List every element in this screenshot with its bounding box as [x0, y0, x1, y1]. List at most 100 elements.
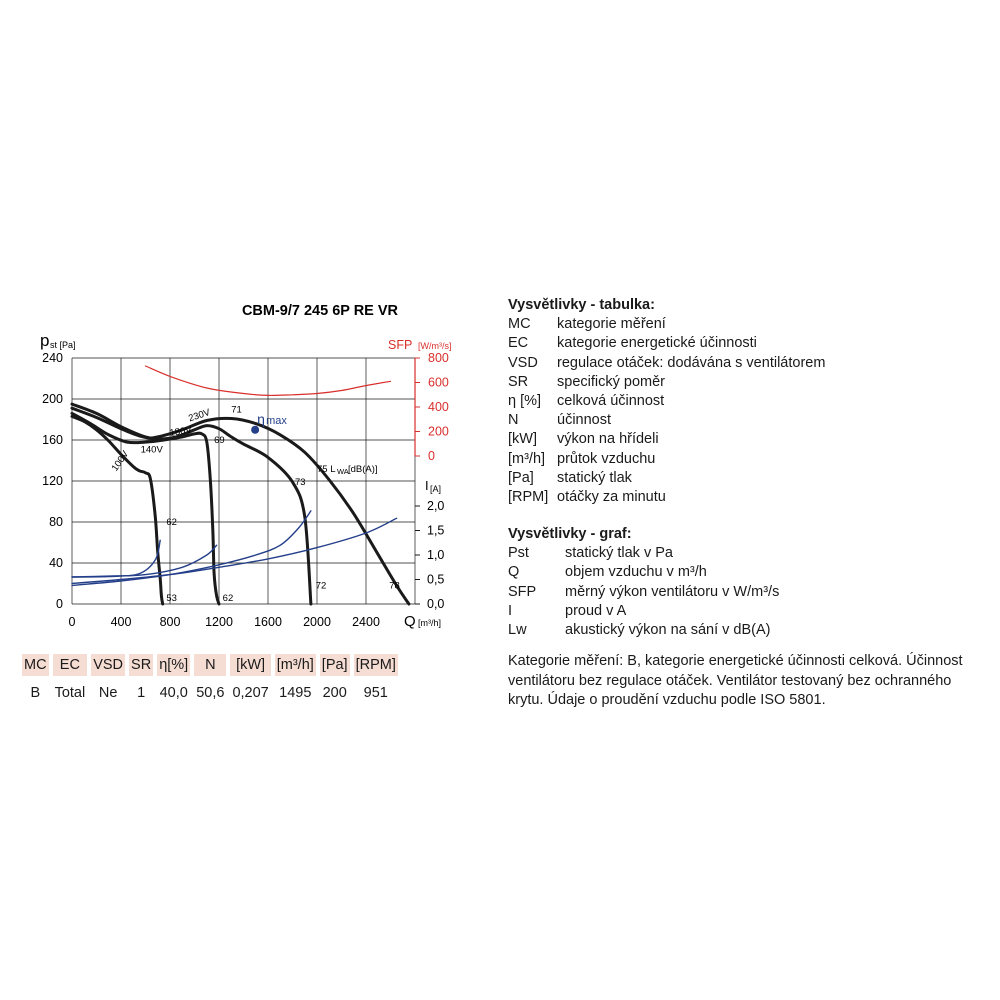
axis-labels: 0 400 800 1200 1600 2000 240004080120160200240…: [40, 331, 452, 630]
eta-max-subscript: max: [266, 415, 287, 427]
curves: [70, 365, 411, 606]
legend-row: Lw akustický výkon na sání v dB(A): [508, 621, 779, 640]
sfp-axis-unit: [W/m³/s]: [418, 341, 452, 351]
curve-annotation: 78: [389, 581, 400, 592]
sfp-tick-label: 200: [428, 425, 449, 439]
legend-row: η [%] celková účinnost: [508, 392, 825, 411]
legend-value: statický tlak v Pa: [565, 545, 673, 562]
y-axis-unit: st [Pa]: [50, 340, 76, 350]
series-230v: [70, 402, 411, 606]
legend-value: měrný výkon ventilátoru v W/m³/s: [565, 583, 780, 600]
curve-annotation: 62: [223, 593, 234, 604]
current-tick-label: 1,0: [427, 548, 444, 562]
legend-graph-title: Vysvětlivky - graf:: [508, 526, 632, 542]
lwa-unit: [dB(A)]: [348, 464, 378, 475]
legend-row: [Pa] statický tlak: [508, 469, 825, 488]
spec-table-header: MC EC VSD SR η[%] N [kW] [m³/h] [Pa] [RPM]: [22, 654, 398, 676]
series-sfp: [144, 365, 392, 397]
lwa-subscript: WA: [337, 467, 349, 476]
legend-row: Pst statický tlak v Pa: [508, 544, 779, 563]
x-tick-label: 2400: [352, 615, 380, 629]
x-tick-label: 400: [111, 615, 132, 629]
curve-annotation: 53: [166, 593, 177, 604]
legend-row: EC kategorie energetické účinnosti: [508, 334, 825, 353]
spec-value-cell: 0,207: [232, 685, 269, 701]
current-axis-title: I: [425, 478, 429, 493]
eta-max-label: η: [257, 411, 265, 427]
spec-table: MC EC VSD SR η[%] N [kW] [m³/h] [Pa] [RPM] B Total…: [18, 654, 402, 706]
spec-header-cell: EC: [52, 654, 88, 676]
spec-value-cell: 1: [137, 685, 146, 701]
y-tick-label: 200: [42, 392, 63, 406]
legend-row: SFP měrný výkon ventilátoru v W/m³/s: [508, 583, 779, 602]
current-axis-unit: [A]: [430, 484, 441, 494]
spec-table-values: B Total Ne 1 40,0 50,6 0,207 1495 200 951: [22, 676, 398, 706]
spec-header-cell: [RPM]: [353, 654, 398, 676]
spec-header-cell: [kW]: [230, 654, 271, 676]
fan-performance-chart: CBM-9/7 245 6P RE VR 0 400 800 1200 1600 2000…: [40, 303, 452, 630]
spec-value-cell: B: [30, 685, 41, 701]
legend-row: SR specifický poměr: [508, 373, 825, 392]
series-i-100v: [71, 539, 161, 578]
spec-value-cell: 200: [322, 685, 347, 701]
x-tick-label: 1200: [205, 615, 233, 629]
legend-value: proud v A: [565, 602, 627, 619]
curve-annotation: 180V: [169, 425, 193, 439]
sfp-tick-label: 400: [428, 400, 449, 414]
legend-key: [kW]: [508, 431, 537, 448]
series-180v: [70, 406, 313, 606]
legend-key: I: [508, 602, 513, 619]
legend-value: účinnost: [557, 412, 612, 429]
curve-annotation: 69: [214, 435, 225, 446]
eta-max-point: [251, 425, 260, 434]
y-tick-label: 80: [49, 515, 63, 529]
curve-annotation: 140V: [141, 444, 164, 455]
x-tick-label: 1600: [254, 615, 282, 629]
spec-header-cell: η[%]: [157, 654, 191, 676]
legend-value: celková účinnost: [557, 393, 665, 410]
spec-value-cell: Total: [54, 685, 86, 701]
y-tick-label: 120: [42, 474, 63, 488]
y-axis-title: p: [40, 331, 49, 350]
spec-header-cell: N: [194, 654, 227, 676]
legend-value: kategorie energetické účinnosti: [557, 335, 757, 352]
sfp-axis-title: SFP: [388, 338, 412, 352]
current-tick-label: 0,5: [427, 573, 444, 587]
series-i-230v: [71, 517, 398, 585]
curve-annotation: 72: [316, 581, 327, 592]
legend-value: akustický výkon na sání v dB(A): [565, 622, 771, 639]
current-tick-label: 1,5: [427, 524, 444, 538]
legend-key: SFP: [508, 583, 537, 600]
legend-row: [kW] výkon na hřídeli: [508, 430, 825, 449]
legend-key: [Pa]: [508, 469, 534, 486]
y-tick-label: 40: [49, 556, 63, 570]
spec-header-cell: VSD: [91, 654, 126, 676]
spec-value-cell: 951: [363, 685, 388, 701]
sfp-tick-label: 600: [428, 376, 449, 390]
x-tick-label: 0: [69, 615, 76, 629]
legend-table-title: Vysvětlivky - tabulka:: [508, 297, 655, 313]
legend-value: specifický poměr: [557, 373, 665, 390]
x-axis-title: Q: [404, 613, 416, 630]
legend-value: průtok vzduchu: [557, 450, 656, 467]
current-tick-label: 2,0: [427, 499, 444, 513]
series-140v: [70, 411, 221, 606]
legend-key: SR: [508, 373, 529, 390]
legend-key: [m³/h]: [508, 450, 546, 467]
legend-key: η [%]: [508, 393, 542, 410]
chart-title: CBM-9/7 245 6P RE VR: [242, 303, 399, 319]
legend-key: Q: [508, 564, 520, 581]
y-tick-label: 0: [56, 597, 63, 611]
legend-graph: Vysvětlivky - graf: Pst statický tlak v P…: [508, 525, 779, 640]
legend-table: Vysvětlivky - tabulka: MC kategorie měřen…: [508, 296, 825, 507]
spec-value-cell: 1495: [279, 685, 312, 701]
spec-header-cell: [Pa]: [319, 654, 350, 676]
spec-header-cell: [m³/h]: [274, 654, 316, 676]
legend-value: regulace otáček: dodávána s ventilátorem: [557, 354, 826, 371]
legend-key: [RPM]: [508, 489, 549, 506]
y-tick-label: 160: [42, 433, 63, 447]
legend-key: VSD: [508, 354, 538, 371]
legend-key: Pst: [508, 545, 529, 562]
legend-value: kategorie měření: [557, 316, 666, 333]
